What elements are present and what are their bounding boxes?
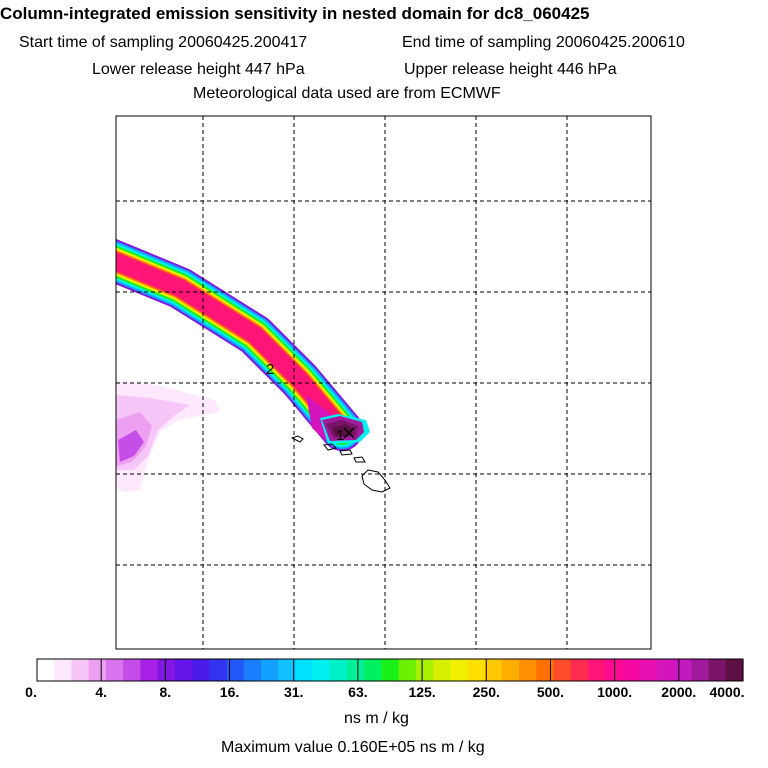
island-outlines	[290, 435, 391, 493]
colorbar-cell	[174, 659, 193, 681]
colorbar-tick-label: 8.	[159, 684, 172, 700]
grid-lines	[116, 116, 651, 649]
colorbar-cell	[553, 659, 572, 681]
colorbar-cell	[37, 659, 55, 681]
colorbar-cell	[570, 659, 589, 681]
colorbar-cell	[105, 659, 124, 681]
release-marker-label: 1	[336, 427, 344, 444]
colorbar-cell	[725, 659, 744, 681]
colorbar-tick-label: 0.	[25, 684, 37, 700]
colorbar-cell	[260, 659, 279, 681]
plume-day-label: 2	[266, 361, 274, 378]
colorbar-major-ticks	[100, 659, 680, 681]
colorbar-tick-label: 2000.	[661, 684, 697, 700]
colorbar-tick-label: 4000.	[709, 684, 745, 700]
colorbar-cell	[364, 659, 382, 681]
colorbar-tick-label: 500.	[536, 684, 565, 700]
colorbar-cell	[278, 659, 296, 681]
colorbar-cell	[674, 659, 692, 681]
colorbar-cell	[140, 659, 159, 681]
map-frame	[115, 115, 652, 650]
diffuse-sensitivity-area	[116, 380, 220, 492]
colorbar-cell	[123, 659, 141, 681]
release-point-marker	[343, 427, 355, 439]
colorbar-cell	[381, 659, 400, 681]
start-time-label: Start time of sampling 20060425.200417	[19, 34, 308, 51]
colorbar-cell	[501, 659, 520, 681]
colorbar-cell	[54, 659, 73, 681]
lower-height-label: Lower release height 447 hPa	[92, 61, 305, 78]
colorbar-cell	[588, 659, 606, 681]
colorbar-cell	[656, 659, 675, 681]
colorbar-cell	[484, 659, 503, 681]
colorbar-cell	[639, 659, 658, 681]
colorbar-cell	[622, 659, 641, 681]
colorbar-tick-label: 63.	[348, 684, 368, 700]
units-label: ns m / kg	[344, 710, 409, 727]
colorbar-tick-label: 16.	[219, 684, 240, 700]
colorbar-cell	[243, 659, 262, 681]
figure-title: Column-integrated emission sensitivity i…	[0, 4, 590, 23]
colorbar-cell	[71, 659, 90, 681]
colorbar-tick-label: 250.	[472, 684, 500, 700]
colorbar-frame	[36, 658, 744, 682]
colorbar-tick-label: 125.	[408, 684, 436, 700]
colorbar-tick-label: 4.	[95, 684, 108, 700]
colorbar-cells	[37, 659, 744, 681]
colorbar-tick-label: 1000.	[597, 684, 633, 700]
max-value-label: Maximum value 0.160E+05 ns m / kg	[221, 739, 485, 756]
colorbar-cell	[536, 659, 555, 681]
colorbar-cell	[329, 659, 348, 681]
colorbar-cell	[433, 659, 451, 681]
colorbar-tick-label: 31.	[283, 684, 304, 700]
colorbar-cell	[450, 659, 469, 681]
upper-height-label: Upper release height 446 hPa	[404, 61, 617, 78]
colorbar-cell	[88, 659, 107, 681]
colorbar-cell	[467, 659, 486, 681]
colorbar-cell	[691, 659, 710, 681]
colorbar-cell	[191, 659, 210, 681]
plume	[116, 238, 363, 451]
colorbar-cell	[209, 659, 228, 681]
colorbar-cell	[295, 659, 314, 681]
colorbar-cell	[415, 659, 434, 681]
colorbar-cell	[226, 659, 245, 681]
end-time-label: End time of sampling 20060425.200610	[402, 34, 685, 51]
met-data-label: Meteorological data used are from ECMWF	[193, 85, 501, 102]
colorbar-cell	[346, 659, 365, 681]
colorbar-cell	[398, 659, 417, 681]
colorbar-cell	[519, 659, 537, 681]
colorbar-cell	[312, 659, 331, 681]
colorbar-cell	[157, 659, 176, 681]
colorbar-cell	[708, 659, 727, 681]
